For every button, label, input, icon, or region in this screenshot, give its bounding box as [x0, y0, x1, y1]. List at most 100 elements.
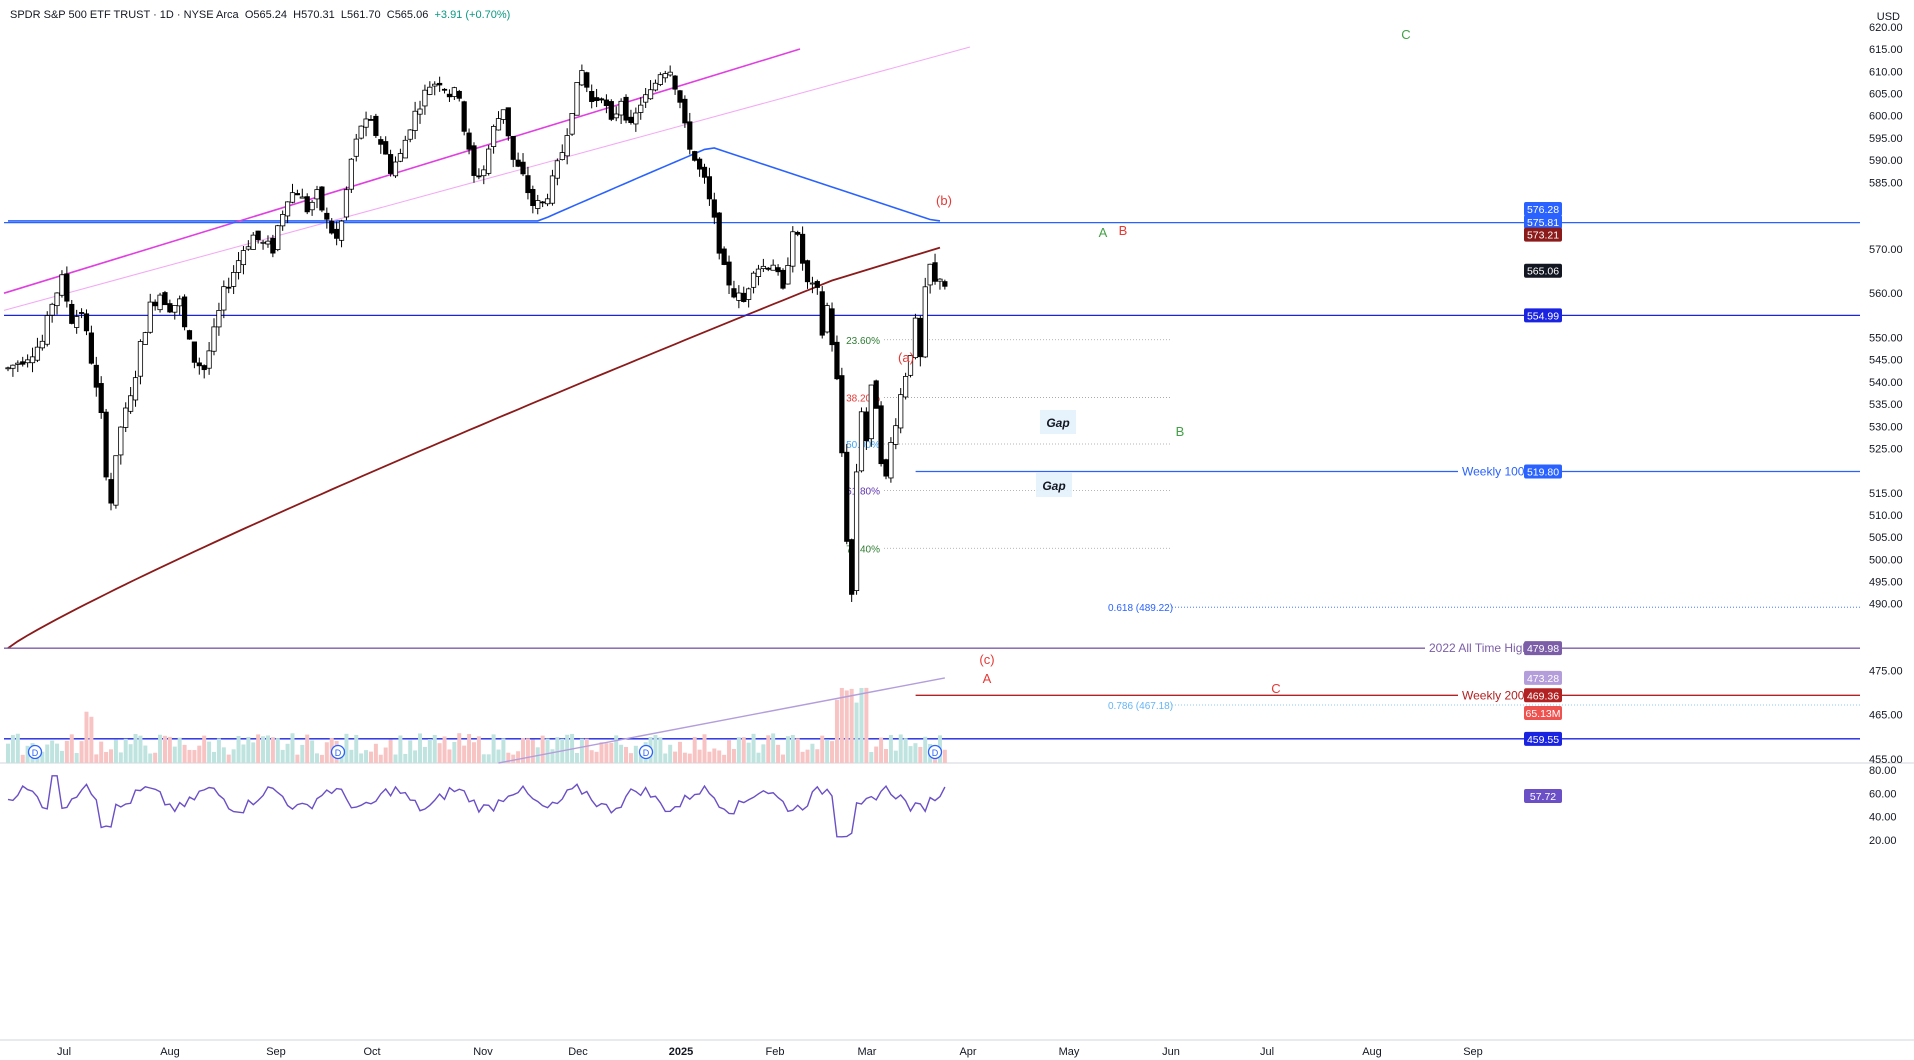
price-tick-label: 515.00 [1869, 488, 1903, 500]
candle-body [510, 135, 516, 160]
volume-bar [574, 752, 579, 763]
candle-body [383, 141, 389, 155]
price-tick-label: 560.00 [1869, 288, 1903, 300]
axis-price-label: 479.98 [1524, 641, 1562, 656]
volume-bar [800, 751, 805, 763]
elliott-wave-label: (b) [936, 193, 952, 208]
candle-body [672, 75, 678, 90]
axis-price-label-bg [1524, 202, 1562, 216]
time-tick-label: Mar [858, 1046, 877, 1058]
candle-body [937, 278, 943, 282]
axis-price-label-text: 565.06 [1527, 266, 1559, 278]
candle-body [34, 346, 41, 361]
candle-body [903, 376, 909, 398]
volume-bar [270, 737, 275, 763]
volume-bar [511, 754, 516, 763]
volume-bar [207, 741, 212, 763]
candle-body [123, 407, 129, 428]
axis-price-label-bg [1524, 731, 1562, 746]
volume-bar [830, 741, 835, 763]
time-tick-label: May [1059, 1046, 1080, 1058]
candle-body [437, 82, 443, 86]
rsi-axis-label: 80.00 [1869, 765, 1897, 777]
candle-body [324, 212, 330, 220]
volume-bar [45, 744, 50, 763]
volume-bar [579, 738, 584, 763]
axis-price-label: 519.80 [1524, 464, 1562, 479]
time-tick-label: 2025 [669, 1046, 693, 1058]
candle-body [824, 305, 830, 333]
volume-bar [216, 738, 221, 763]
candles [5, 64, 948, 602]
symbol-header[interactable]: SPDR S&P 500 ETF TRUST · 1D · NYSE Arca … [10, 9, 511, 21]
volume-bar [751, 733, 756, 763]
candle-body [128, 395, 134, 412]
dividend-marker [330, 744, 346, 760]
candle-body [927, 263, 933, 286]
candle-body [721, 248, 727, 265]
moving-average-200-line [7, 246, 941, 649]
candle-body [348, 158, 354, 190]
candle-body [594, 97, 600, 101]
candle-body [697, 158, 703, 170]
candle-body [412, 110, 418, 131]
volume-bar [692, 736, 697, 763]
candle-body [917, 317, 923, 358]
candle-body [643, 94, 649, 103]
candle-body [226, 286, 232, 289]
volume-bar [359, 753, 364, 763]
dividend-marker-label: D [335, 748, 342, 758]
volume-bar [20, 754, 25, 763]
dividend-marker-label: D [932, 748, 939, 758]
volume-bar [785, 736, 790, 763]
volume-bar [756, 752, 761, 763]
candle-body [343, 189, 350, 218]
volume-bar [462, 745, 467, 763]
elliott-wave-label: A [983, 671, 992, 686]
candle-body [64, 273, 70, 302]
candle-body [29, 356, 36, 364]
volume-bar [898, 734, 903, 763]
volume-bar [167, 736, 172, 763]
volume-bar [849, 688, 854, 763]
candle-body [113, 455, 119, 506]
candle-body [476, 175, 482, 178]
candle-body [231, 272, 237, 287]
candle-body [907, 355, 914, 376]
volume-bar [942, 749, 947, 763]
candle-body [785, 265, 791, 285]
volume-bar [437, 743, 442, 763]
candle-body [579, 70, 585, 86]
currency-label[interactable]: USD [1876, 11, 1900, 23]
candle-body [633, 112, 639, 125]
interval[interactable]: 1D [159, 9, 174, 21]
volume-bar [403, 753, 408, 763]
candle-body [898, 394, 904, 429]
candle-body [299, 196, 305, 199]
symbol-name[interactable]: SPDR S&P 500 ETF TRUST [10, 9, 150, 21]
volume-bar [148, 753, 153, 763]
price-axis: 620.00 615.00 610.00 605.00 600.00 595.00 590.… [1869, 22, 1903, 766]
volume-bar [182, 744, 187, 763]
candle-body [432, 83, 438, 87]
volume-bar [761, 744, 766, 763]
volume-bar [99, 741, 104, 763]
axis-price-label-bg [1524, 706, 1562, 720]
candle-body [873, 380, 879, 409]
price-tick-label: 615.00 [1869, 44, 1903, 56]
candle-body [564, 135, 570, 157]
level-label: Weekly 200 [1462, 688, 1525, 702]
volume-bar [251, 742, 256, 763]
volume-bar [467, 734, 472, 763]
volume-bar [731, 748, 736, 763]
candle-body [809, 282, 816, 285]
rsi-last-label: 57.72 [1524, 788, 1562, 803]
ohlc-low: L561.70 [340, 9, 381, 21]
candle-body [427, 86, 433, 95]
price-tick-label: 550.00 [1869, 333, 1903, 345]
gap-label: Gap [1046, 416, 1069, 430]
volume-bar [172, 746, 177, 763]
volume-bar [555, 737, 560, 763]
volume-bar [393, 754, 398, 763]
